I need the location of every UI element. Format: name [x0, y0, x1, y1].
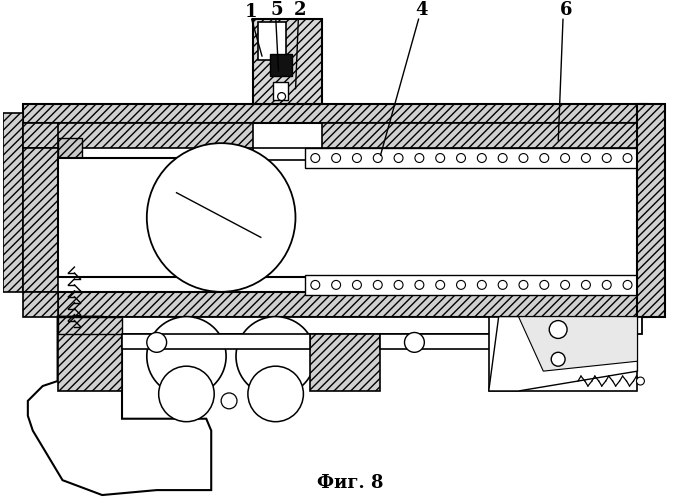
- Polygon shape: [637, 104, 665, 316]
- Bar: [253, 148, 322, 160]
- Circle shape: [456, 280, 466, 289]
- Circle shape: [311, 280, 319, 289]
- Polygon shape: [310, 334, 380, 391]
- Polygon shape: [57, 334, 122, 391]
- Polygon shape: [57, 316, 122, 334]
- Circle shape: [637, 377, 644, 385]
- Polygon shape: [23, 124, 57, 148]
- Circle shape: [519, 280, 528, 289]
- Circle shape: [477, 154, 487, 162]
- Circle shape: [582, 280, 591, 289]
- Text: 2: 2: [294, 2, 307, 20]
- Bar: [57, 158, 642, 277]
- Circle shape: [623, 280, 632, 289]
- Circle shape: [352, 280, 361, 289]
- Polygon shape: [253, 19, 322, 103]
- Circle shape: [147, 332, 166, 352]
- Circle shape: [549, 320, 567, 338]
- Polygon shape: [489, 316, 637, 391]
- Polygon shape: [57, 292, 647, 316]
- Circle shape: [147, 316, 226, 396]
- Polygon shape: [23, 292, 57, 316]
- Polygon shape: [322, 124, 647, 148]
- Polygon shape: [519, 316, 637, 371]
- Circle shape: [540, 280, 549, 289]
- Polygon shape: [23, 148, 57, 292]
- Circle shape: [311, 154, 319, 162]
- Circle shape: [159, 366, 214, 422]
- Bar: [305, 275, 642, 295]
- Circle shape: [603, 280, 611, 289]
- Circle shape: [278, 92, 286, 100]
- Circle shape: [373, 154, 382, 162]
- Circle shape: [519, 154, 528, 162]
- Circle shape: [147, 143, 296, 292]
- Circle shape: [623, 154, 632, 162]
- Text: 6: 6: [560, 2, 572, 20]
- Bar: [305, 148, 642, 168]
- Text: 4: 4: [415, 2, 428, 20]
- Circle shape: [221, 393, 237, 409]
- Circle shape: [394, 154, 403, 162]
- Polygon shape: [57, 138, 82, 158]
- Circle shape: [394, 280, 403, 289]
- Circle shape: [352, 154, 361, 162]
- Bar: [122, 334, 310, 349]
- Circle shape: [415, 154, 424, 162]
- Circle shape: [248, 366, 303, 422]
- Text: 1: 1: [245, 4, 257, 22]
- Circle shape: [603, 154, 611, 162]
- Bar: [258, 22, 286, 60]
- Bar: [273, 82, 287, 100]
- Circle shape: [331, 154, 340, 162]
- Circle shape: [331, 280, 340, 289]
- Circle shape: [498, 154, 507, 162]
- Polygon shape: [28, 316, 211, 495]
- Bar: [57, 316, 642, 334]
- Circle shape: [373, 280, 382, 289]
- Circle shape: [415, 280, 424, 289]
- Polygon shape: [23, 104, 647, 124]
- Circle shape: [456, 154, 466, 162]
- Circle shape: [236, 316, 315, 396]
- Circle shape: [435, 154, 445, 162]
- Circle shape: [561, 280, 570, 289]
- Circle shape: [405, 332, 424, 352]
- Circle shape: [552, 352, 565, 366]
- Bar: [270, 54, 291, 76]
- Polygon shape: [489, 316, 637, 391]
- Circle shape: [582, 154, 591, 162]
- Circle shape: [477, 280, 487, 289]
- Polygon shape: [23, 124, 253, 148]
- Circle shape: [540, 154, 549, 162]
- Text: 5: 5: [271, 2, 283, 20]
- Polygon shape: [3, 114, 23, 292]
- Text: Фиг. 8: Фиг. 8: [317, 474, 383, 492]
- Circle shape: [435, 280, 445, 289]
- Circle shape: [561, 154, 570, 162]
- Bar: [380, 334, 498, 349]
- Circle shape: [498, 280, 507, 289]
